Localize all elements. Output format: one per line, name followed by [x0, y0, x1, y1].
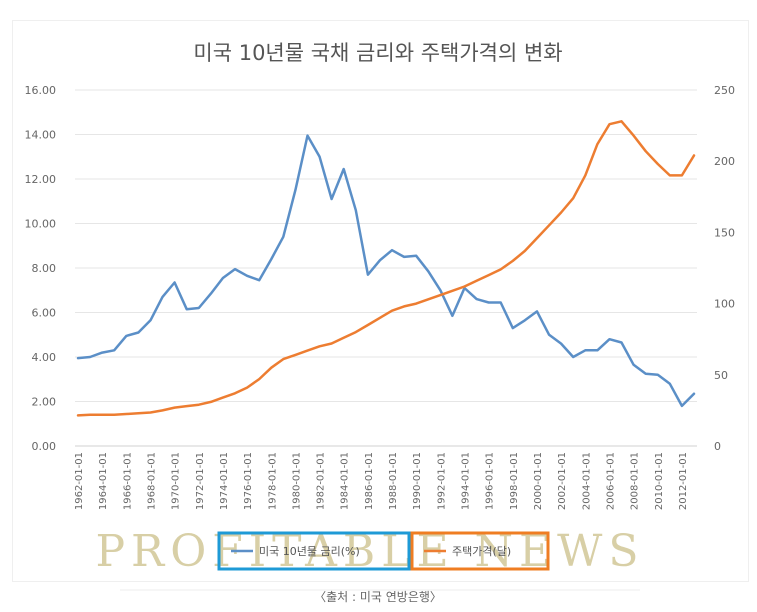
x-tick-label: 1962-01-01	[74, 452, 85, 510]
y-left-tick-label: 4.00	[32, 351, 57, 364]
grid-lines	[75, 89, 697, 447]
x-tick-label: 1994-01-01	[461, 452, 472, 510]
x-tick-label: 2006-01-01	[605, 452, 616, 510]
y-left-tick-label: 10.00	[25, 218, 57, 231]
x-tick-label: 1966-01-01	[122, 452, 133, 510]
x-tick-label: 1982-01-01	[316, 452, 327, 510]
y-left-tick-label: 14.00	[25, 129, 57, 142]
x-tick-label: 2008-01-01	[630, 452, 641, 510]
y-right-tick-label: 150	[714, 226, 735, 239]
legend-label: 주택가격(달)	[452, 545, 511, 558]
source-note: 〈출처 : 미국 연방은행〉	[314, 589, 442, 604]
series-lines	[76, 120, 696, 417]
x-tick-label: 1990-01-01	[412, 452, 423, 510]
legend-highlight-box	[217, 531, 411, 571]
x-tick-label: 1968-01-01	[146, 452, 157, 510]
x-tick-label: 1998-01-01	[509, 452, 520, 510]
x-tick-label: 2002-01-01	[557, 452, 568, 510]
y-left-tick-label: 6.00	[32, 307, 57, 320]
x-tick-label: 1980-01-01	[291, 452, 302, 510]
x-tick-label: 1976-01-01	[243, 452, 254, 510]
y-right-tick-label: 200	[714, 155, 735, 168]
chart-card	[12, 20, 749, 582]
legend-highlight-box	[410, 531, 550, 571]
x-tick-label: 1970-01-01	[171, 452, 182, 510]
x-axis: 1962-01-01 1964-01-01 1966-01-01 1968-01-01…	[74, 445, 697, 510]
x-tick-label: 1986-01-01	[364, 452, 375, 510]
x-tick-label: 1964-01-01	[98, 452, 109, 510]
y-right-tick-label: 100	[714, 298, 735, 311]
y-left-tick-label: 0.00	[32, 440, 57, 453]
x-tick-label: 1992-01-01	[436, 452, 447, 510]
x-tick-label: 2012-01-01	[678, 452, 689, 510]
y-right-tick-label: 250	[714, 84, 735, 97]
y-right-tick-label: 50	[714, 369, 728, 382]
x-tick-label: 2004-01-01	[581, 452, 592, 510]
y-right-tick-label: 0	[714, 440, 721, 453]
y-axis-right: 0 50 100 150 200 250	[714, 84, 735, 453]
x-tick-label: 1996-01-01	[485, 452, 496, 510]
series-line-2	[76, 120, 696, 417]
y-left-tick-label: 12.00	[25, 173, 57, 186]
series-line-1	[76, 134, 696, 408]
x-tick-label: 2010-01-01	[654, 452, 665, 510]
x-tick-label: 1972-01-01	[195, 452, 206, 510]
x-tick-label: 1984-01-01	[340, 452, 351, 510]
y-left-tick-label: 8.00	[32, 262, 57, 275]
y-left-tick-label: 2.00	[32, 396, 57, 409]
x-tick-label: 2000-01-01	[533, 452, 544, 510]
y-axis-left: 0.00 2.00 4.00 6.00 8.00 10.00 12.00 14.00 16.00	[25, 84, 57, 453]
x-tick-label: 1978-01-01	[267, 452, 278, 510]
y-left-tick-label: 16.00	[25, 84, 57, 97]
x-tick-label: 1974-01-01	[219, 452, 230, 510]
x-tick-label: 1988-01-01	[388, 452, 399, 510]
chart-title: 미국 10년물 국채 금리와 주택가격의 변화	[193, 41, 562, 65]
legend-label: 미국 10년물 금리(%)	[259, 545, 360, 558]
legend: 미국 10년물 금리(%) 주택가격(달)	[217, 531, 550, 571]
